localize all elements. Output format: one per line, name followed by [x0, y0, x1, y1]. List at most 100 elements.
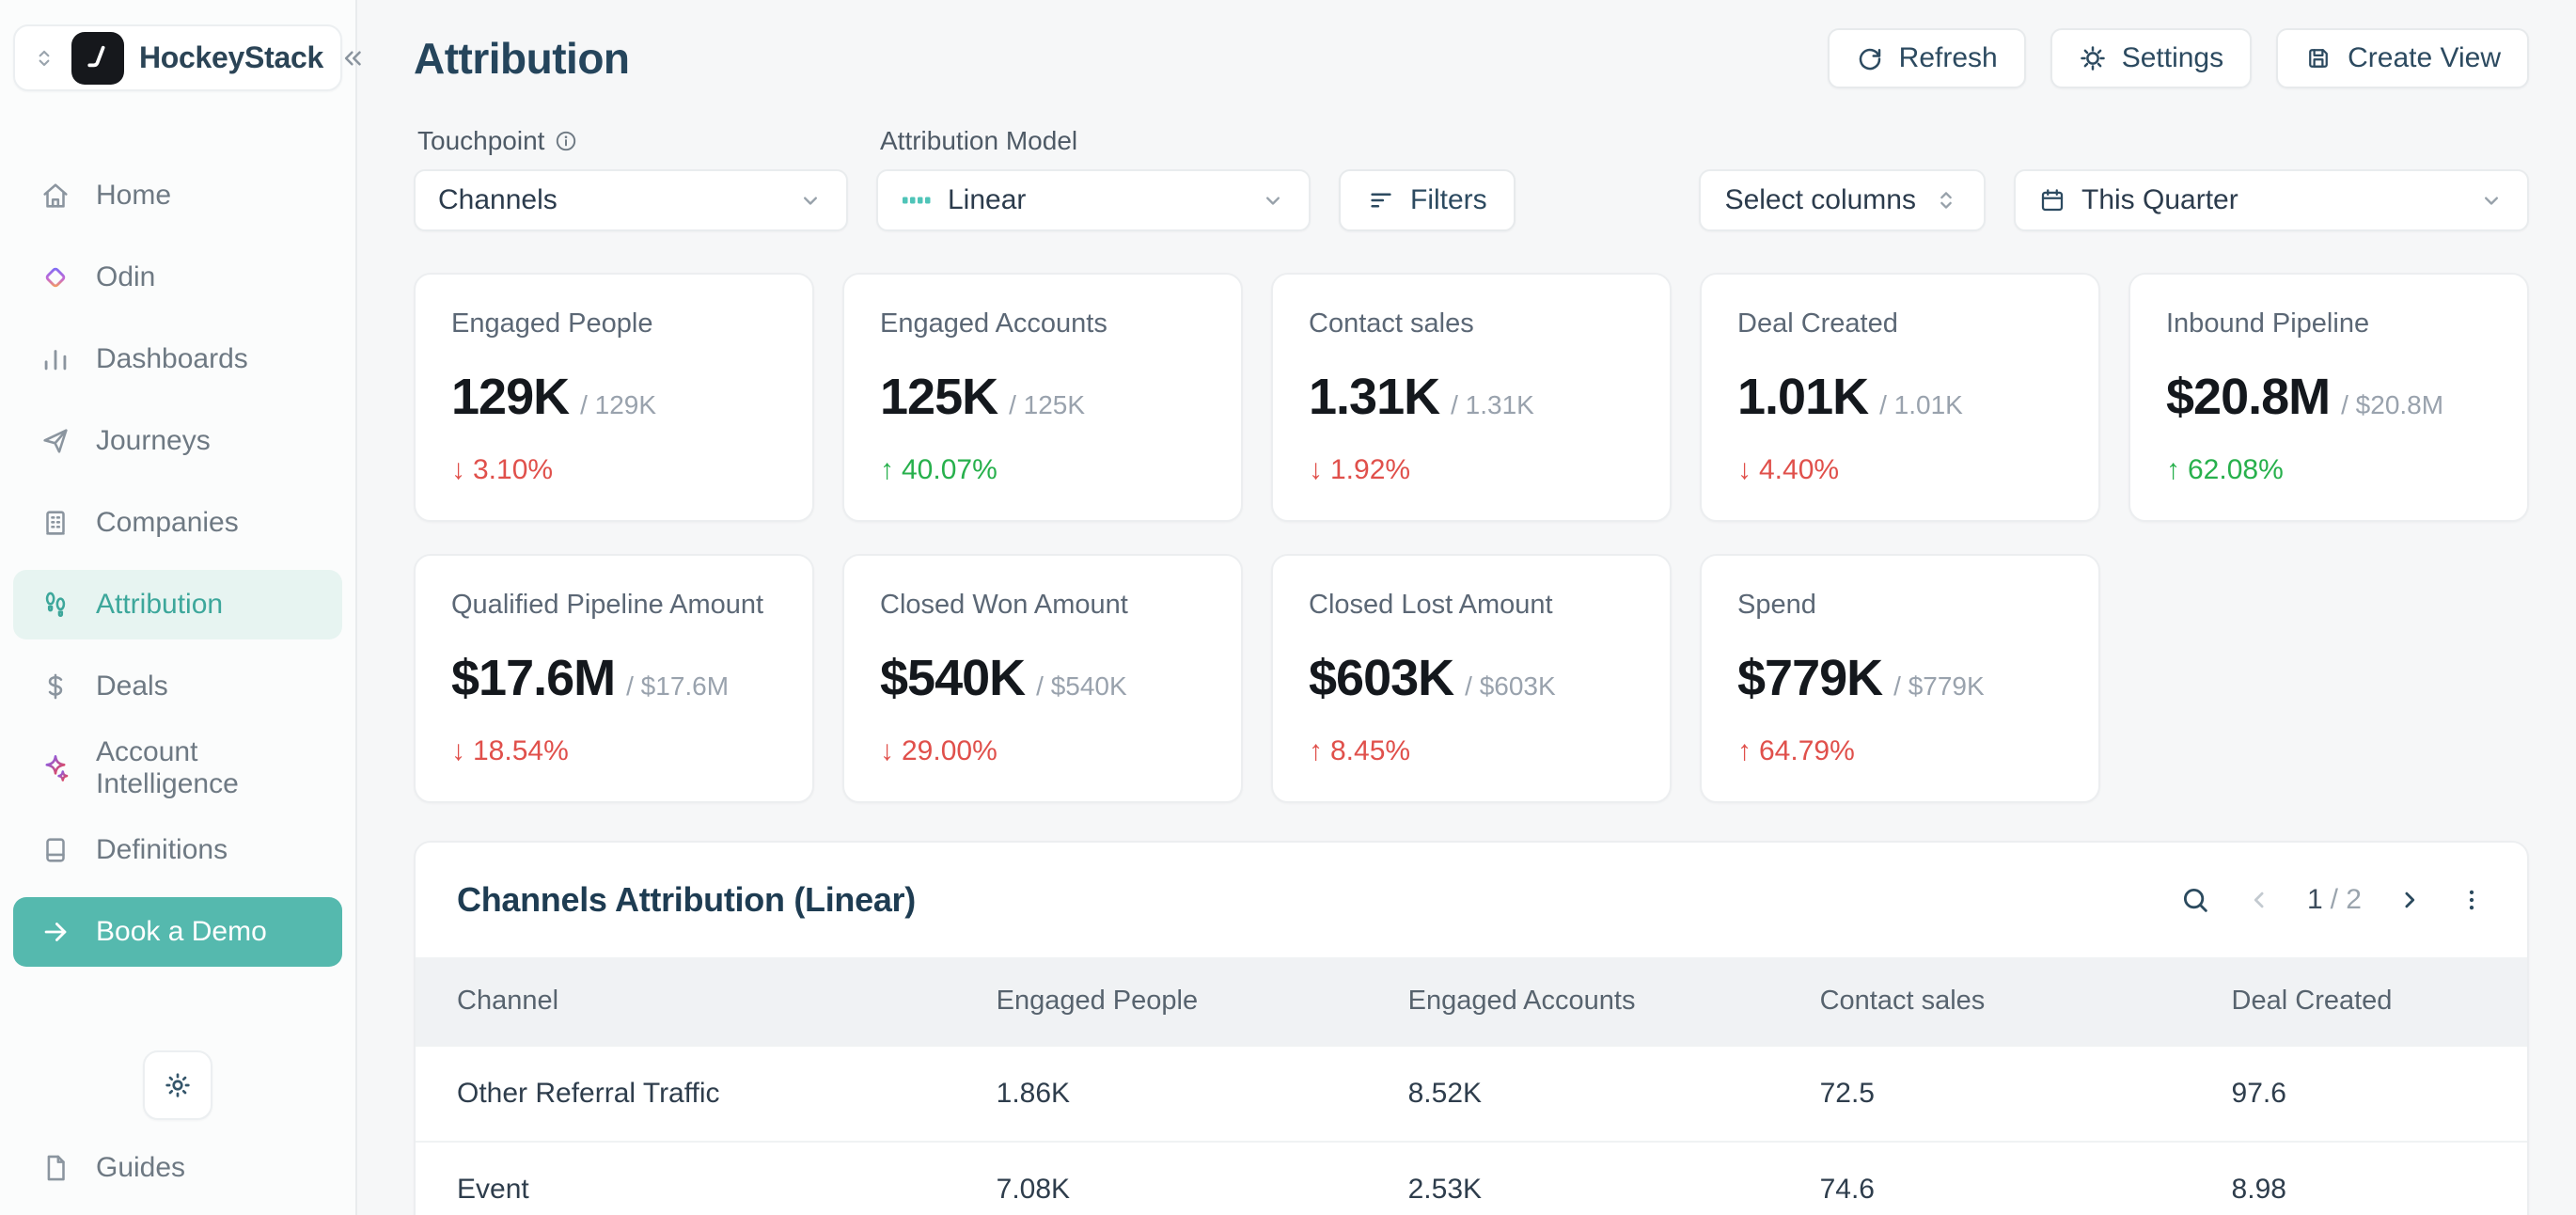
bar-chart-icon — [39, 343, 71, 375]
metric-card-spend: Spend $779K / $779K ↑ 64.79% — [1700, 554, 2100, 803]
select-columns-dropdown[interactable]: Select columns — [1698, 169, 1986, 231]
chevron-down-icon — [797, 187, 824, 213]
cell-channel: Other Referral Traffic — [416, 1045, 997, 1142]
chevron-left-icon[interactable] — [2245, 886, 2273, 914]
filter-right-controls: Select columns This Quarter — [1698, 169, 2529, 231]
search-icon[interactable] — [2179, 884, 2211, 916]
linear-model-icon — [901, 189, 933, 212]
cell-contact-sales: 72.5 — [1819, 1045, 2232, 1142]
page-header: Attribution Refresh Settings — [414, 28, 2529, 88]
metric-label: Spend — [1737, 590, 1816, 620]
arrow-down-icon: ↓ — [451, 454, 465, 485]
metric-compare: / 1.01K — [1879, 390, 1963, 419]
column-header-contact-sales[interactable]: Contact sales — [1819, 986, 1986, 1016]
table-row[interactable]: Other Referral Traffic 1.86K 8.52K 72.5 … — [416, 1045, 2527, 1142]
sun-icon — [163, 1070, 193, 1100]
sidebar-item-companies[interactable]: Companies — [13, 488, 342, 558]
attribution-model-group: Attribution Model Linear — [876, 126, 1311, 231]
column-header-engaged-people[interactable]: Engaged People — [996, 986, 1199, 1016]
header-actions: Refresh Settings Create View — [1827, 28, 2529, 88]
metric-delta: 4.40% — [1759, 454, 1840, 485]
sidebar-item-guides[interactable]: Guides — [13, 1133, 342, 1203]
book-a-demo-button[interactable]: Book a Demo — [13, 897, 342, 967]
chevrons-up-down-icon — [1933, 187, 1959, 213]
filters-label: Filters — [1410, 184, 1487, 215]
footprints-icon — [39, 589, 71, 621]
info-icon[interactable] — [554, 129, 578, 153]
paper-plane-icon — [39, 425, 71, 457]
chevron-right-icon[interactable] — [2395, 886, 2424, 914]
column-header-channel[interactable]: Channel — [457, 986, 559, 1016]
table-header-row: Channel Engaged People Engaged Accounts … — [416, 957, 2527, 1046]
theme-toggle-button[interactable] — [143, 1050, 212, 1120]
column-header-engaged-accounts[interactable]: Engaged Accounts — [1407, 986, 1636, 1016]
sidebar-item-label: Attribution — [96, 589, 224, 620]
metric-value: 125K — [880, 369, 998, 425]
sidebar-item-definitions[interactable]: Definitions — [13, 815, 342, 885]
filter-bar: Touchpoint Channels Attribution Model — [414, 126, 2529, 231]
metric-delta: 64.79% — [1759, 735, 1855, 766]
sidebar-item-label: Home — [96, 180, 172, 211]
filters-button[interactable]: Filters — [1339, 169, 1516, 231]
cell-engaged-people: 1.86K — [996, 1045, 1408, 1142]
metric-label: Inbound Pipeline — [2166, 308, 2370, 339]
metric-delta: 62.08% — [2188, 454, 2284, 485]
metric-delta: 29.00% — [902, 735, 997, 766]
settings-label: Settings — [2121, 42, 2224, 73]
metric-value: $603K — [1309, 650, 1454, 706]
collapse-sidebar-icon[interactable] — [338, 44, 367, 72]
sidebar-item-dashboards[interactable]: Dashboards — [13, 324, 342, 394]
metric-cards-grid: Engaged People 129K / 129K ↓ 3.10% Engaged… — [414, 273, 2529, 803]
cell-deal-created: 97.6 — [2231, 1045, 2527, 1142]
metric-label: Engaged People — [451, 308, 653, 339]
refresh-button[interactable]: Refresh — [1827, 28, 2026, 88]
metric-card-inbound-pipeline: Inbound Pipeline $20.8M / $20.8M ↑ 62.08% — [2128, 273, 2529, 522]
metric-delta: 1.92% — [1330, 454, 1411, 485]
column-header-deal-created[interactable]: Deal Created — [2231, 986, 2393, 1016]
metric-compare: / $603K — [1465, 671, 1556, 701]
metric-card-contact-sales: Contact sales 1.31K / 1.31K ↓ 1.92% — [1271, 273, 1672, 522]
metric-value: 1.31K — [1309, 369, 1440, 425]
attribution-model-label: Attribution Model — [880, 126, 1078, 155]
metric-value: 129K — [451, 369, 570, 425]
create-view-button[interactable]: Create View — [2276, 28, 2529, 88]
settings-button[interactable]: Settings — [2050, 28, 2253, 88]
sparkle-icon — [39, 752, 71, 784]
chevrons-up-down-icon — [32, 46, 56, 71]
kebab-menu-icon[interactable] — [2458, 886, 2486, 914]
workspace-switcher[interactable]: HockeyStack — [13, 24, 361, 91]
gear-icon — [2079, 44, 2107, 72]
sidebar-item-account-intelligence[interactable]: Account Intelligence — [13, 734, 342, 803]
file-icon — [39, 1152, 71, 1184]
touchpoint-select[interactable]: Channels — [414, 169, 848, 231]
sidebar: HockeyStack Home Odin — [0, 0, 361, 1215]
metric-compare: / 125K — [1009, 390, 1086, 419]
sidebar-item-odin[interactable]: Odin — [13, 243, 342, 312]
metric-card-engaged-accounts: Engaged Accounts 125K / 125K ↑ 40.07% — [842, 273, 1243, 522]
sidebar-item-label: Account Intelligence — [96, 736, 239, 799]
sidebar-item-label: Deals — [96, 671, 168, 702]
date-range-picker[interactable]: This Quarter — [2014, 169, 2529, 231]
metric-value: $20.8M — [2166, 369, 2331, 425]
sidebar-item-label: Guides — [96, 1152, 186, 1183]
metric-delta: 18.54% — [473, 735, 569, 766]
arrow-down-icon: ↓ — [1309, 454, 1323, 485]
odin-diamond-icon — [39, 261, 71, 293]
sidebar-item-journeys[interactable]: Journeys — [13, 406, 342, 476]
sidebar-item-home[interactable]: Home — [13, 161, 342, 230]
attribution-model-select[interactable]: Linear — [876, 169, 1311, 231]
dollar-icon — [39, 671, 71, 702]
cell-engaged-accounts: 8.52K — [1407, 1045, 1820, 1142]
arrow-down-icon: ↓ — [880, 735, 894, 766]
sidebar-item-deals[interactable]: Deals — [13, 652, 342, 721]
chevron-down-icon — [2478, 187, 2505, 213]
table-row[interactable]: Event 7.08K 2.53K 74.6 8.98 — [416, 1141, 2527, 1215]
cta-label: Book a Demo — [96, 916, 267, 947]
attribution-table-card: Channels Attribution (Linear) 1/ 2 — [414, 841, 2529, 1215]
sidebar-item-attribution[interactable]: Attribution — [13, 570, 342, 639]
metric-card-qualified-pipeline-amount: Qualified Pipeline Amount $17.6M / $17.6M… — [414, 554, 814, 803]
filter-lines-icon — [1367, 186, 1395, 214]
cell-engaged-people: 7.08K — [996, 1141, 1408, 1215]
sidebar-item-label: Companies — [96, 507, 239, 538]
